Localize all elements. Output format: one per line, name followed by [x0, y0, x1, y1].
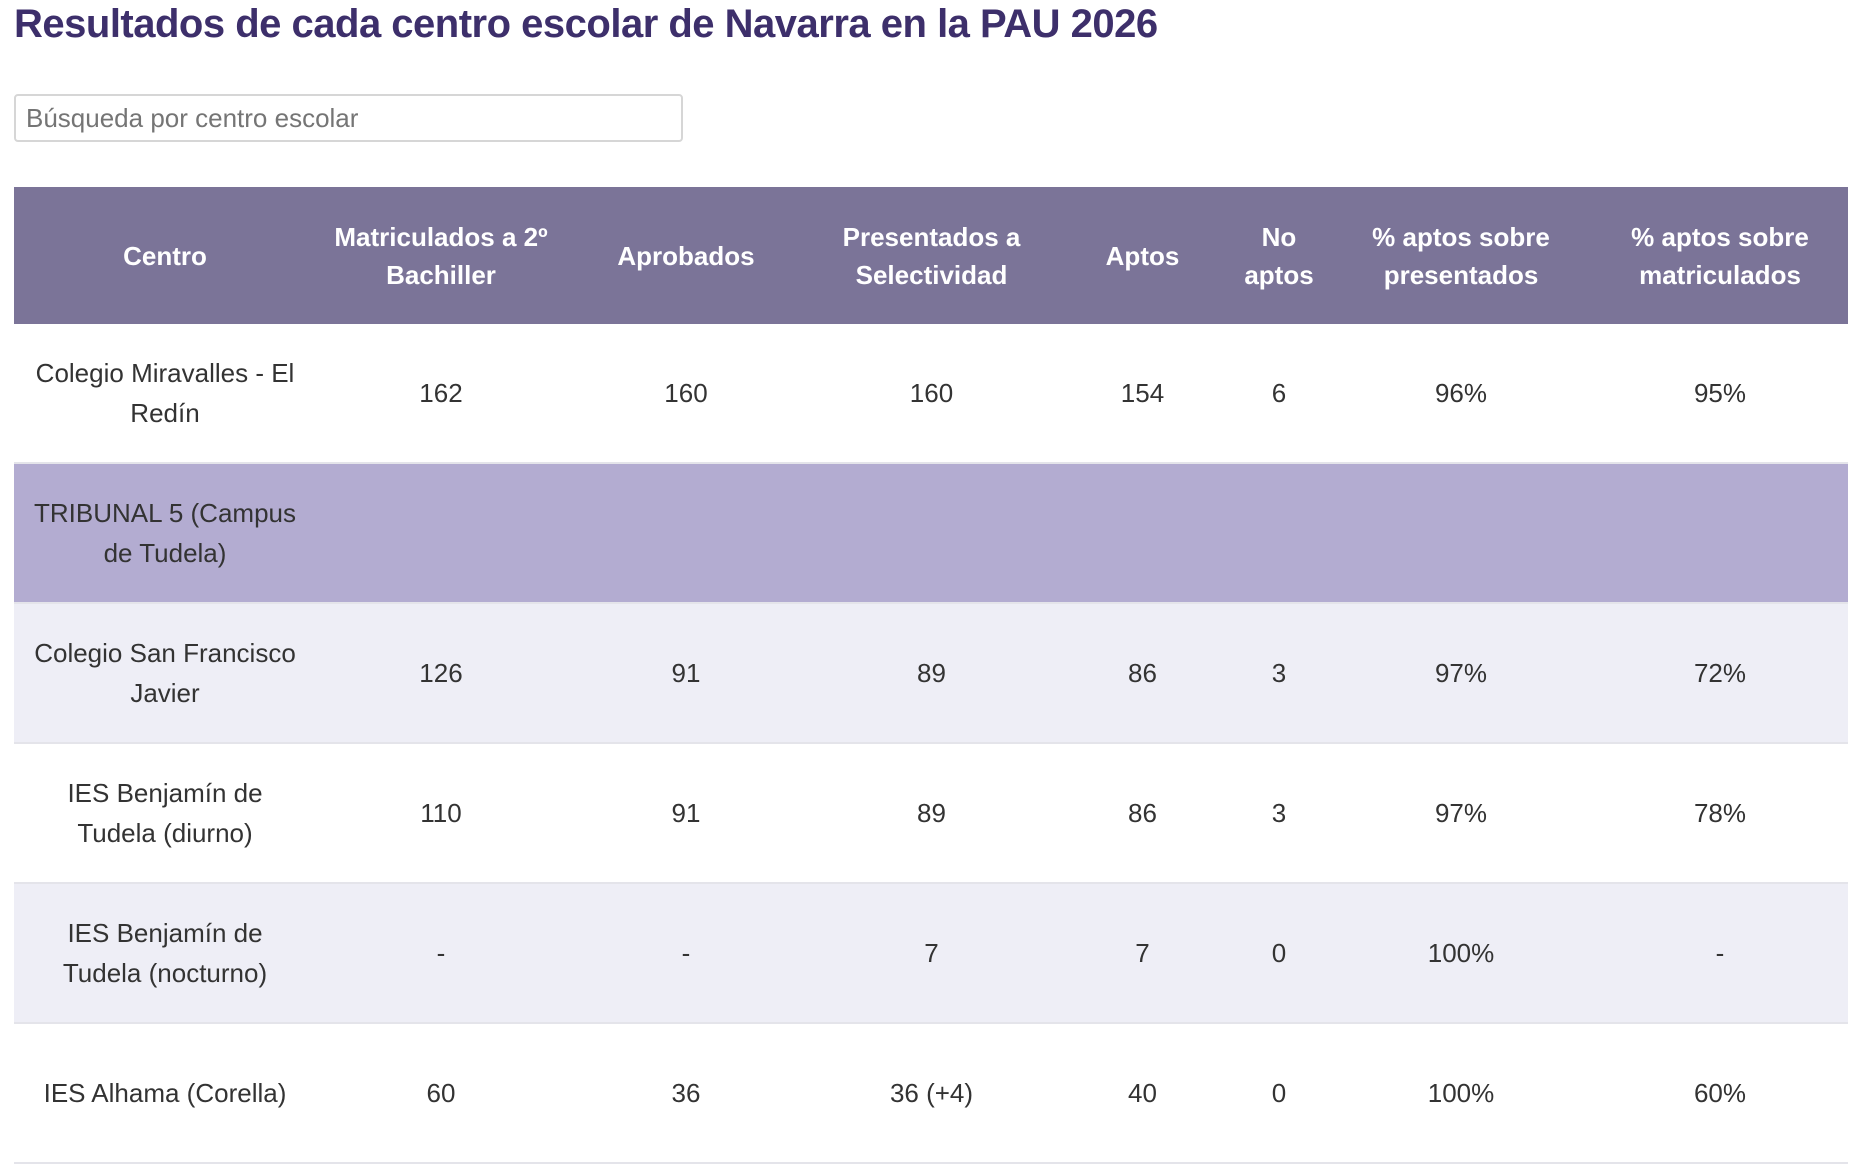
column-header: % aptos sobre presentados: [1330, 187, 1592, 324]
value-cell: 91: [566, 743, 806, 884]
school-cell: Colegio Miravalles - El Redín: [14, 324, 316, 464]
value-cell: 160: [566, 324, 806, 464]
results-table: Centro Matriculados a 2º Bachiller Aprobad…: [14, 187, 1848, 1164]
value-cell: 36: [566, 1023, 806, 1164]
value-cell: 78%: [1592, 743, 1848, 884]
value-cell: 89: [806, 603, 1057, 744]
value-cell: 100%: [1330, 1023, 1592, 1164]
value-cell: 7: [1057, 883, 1228, 1024]
value-cell: 100%: [1330, 883, 1592, 1024]
value-cell: -: [316, 883, 566, 1024]
value-cell: 72%: [1592, 603, 1848, 744]
value-cell: 40: [1057, 1023, 1228, 1164]
table-row: IES Benjamín de Tudela (diurno) 110 91 89 86…: [14, 743, 1848, 884]
value-cell: 3: [1228, 743, 1330, 884]
value-cell: 91: [566, 603, 806, 744]
school-cell: Colegio San Francisco Javier: [14, 603, 316, 744]
value-cell: -: [1592, 883, 1848, 1024]
table-row: IES Benjamín de Tudela (nocturno) - -7 7 0 10…: [14, 883, 1848, 1024]
value-cell: 126: [316, 603, 566, 744]
column-header: Aptos: [1057, 187, 1228, 324]
value-cell: 96%: [1330, 324, 1592, 464]
page: Resultados de cada centro escolar de Nav…: [14, 2, 1848, 1164]
page-title: Resultados de cada centro escolar de Nav…: [14, 2, 1158, 46]
column-header: Centro: [14, 187, 316, 324]
table-row: IES Alhama (Corella) 60 36 36 (+4) 40 0 100% 60…: [14, 1023, 1848, 1164]
school-cell: IES Alhama (Corella): [14, 1023, 316, 1164]
value-cell: 89: [806, 743, 1057, 884]
table-row: Colegio San Francisco Javier 126 91 89 86 3 97…: [14, 603, 1848, 744]
value-cell: 110: [316, 743, 566, 884]
value-cell: 0: [1228, 1023, 1330, 1164]
school-cell: IES Benjamín de Tudela (diurno): [14, 743, 316, 884]
column-header: Aprobados: [566, 187, 806, 324]
value-cell: 86: [1057, 743, 1228, 884]
value-cell: 7: [806, 883, 1057, 1024]
value-cell: 0: [1228, 883, 1330, 1024]
value-cell: 36 (+4): [806, 1023, 1057, 1164]
table-row: TRIBUNAL 5 (Campus de Tudela): [14, 463, 1848, 604]
column-header: % aptos sobre matriculados: [1592, 187, 1848, 324]
value-cell: -: [566, 883, 806, 1024]
value-cell: 60: [316, 1023, 566, 1164]
column-header: Matriculados a 2º Bachiller: [316, 187, 566, 324]
value-cell: 162: [316, 324, 566, 464]
school-cell: IES Benjamín de Tudela (nocturno): [14, 883, 316, 1024]
value-cell: 160: [806, 324, 1057, 464]
search-input[interactable]: [14, 94, 683, 142]
value-cell: 60%: [1592, 1023, 1848, 1164]
empty-cell: [316, 463, 1848, 604]
column-header: Presentados a Selectividad: [806, 187, 1057, 324]
table-body: Colegio Miravalles - El Redín 162 160 160 15…: [14, 324, 1848, 1164]
value-cell: 3: [1228, 603, 1330, 744]
table-row: Colegio Miravalles - El Redín 162 160 160 15…: [14, 324, 1848, 464]
value-cell: 86: [1057, 603, 1228, 744]
header-row: Centro Matriculados a 2º Bachiller Aprobad…: [14, 187, 1848, 324]
value-cell: 97%: [1330, 603, 1592, 744]
group-cell: TRIBUNAL 5 (Campus de Tudela): [14, 463, 316, 604]
value-cell: 95%: [1592, 324, 1848, 464]
value-cell: 97%: [1330, 743, 1592, 884]
value-cell: 154: [1057, 324, 1228, 464]
value-cell: 6: [1228, 324, 1330, 464]
column-header: No aptos: [1228, 187, 1330, 324]
